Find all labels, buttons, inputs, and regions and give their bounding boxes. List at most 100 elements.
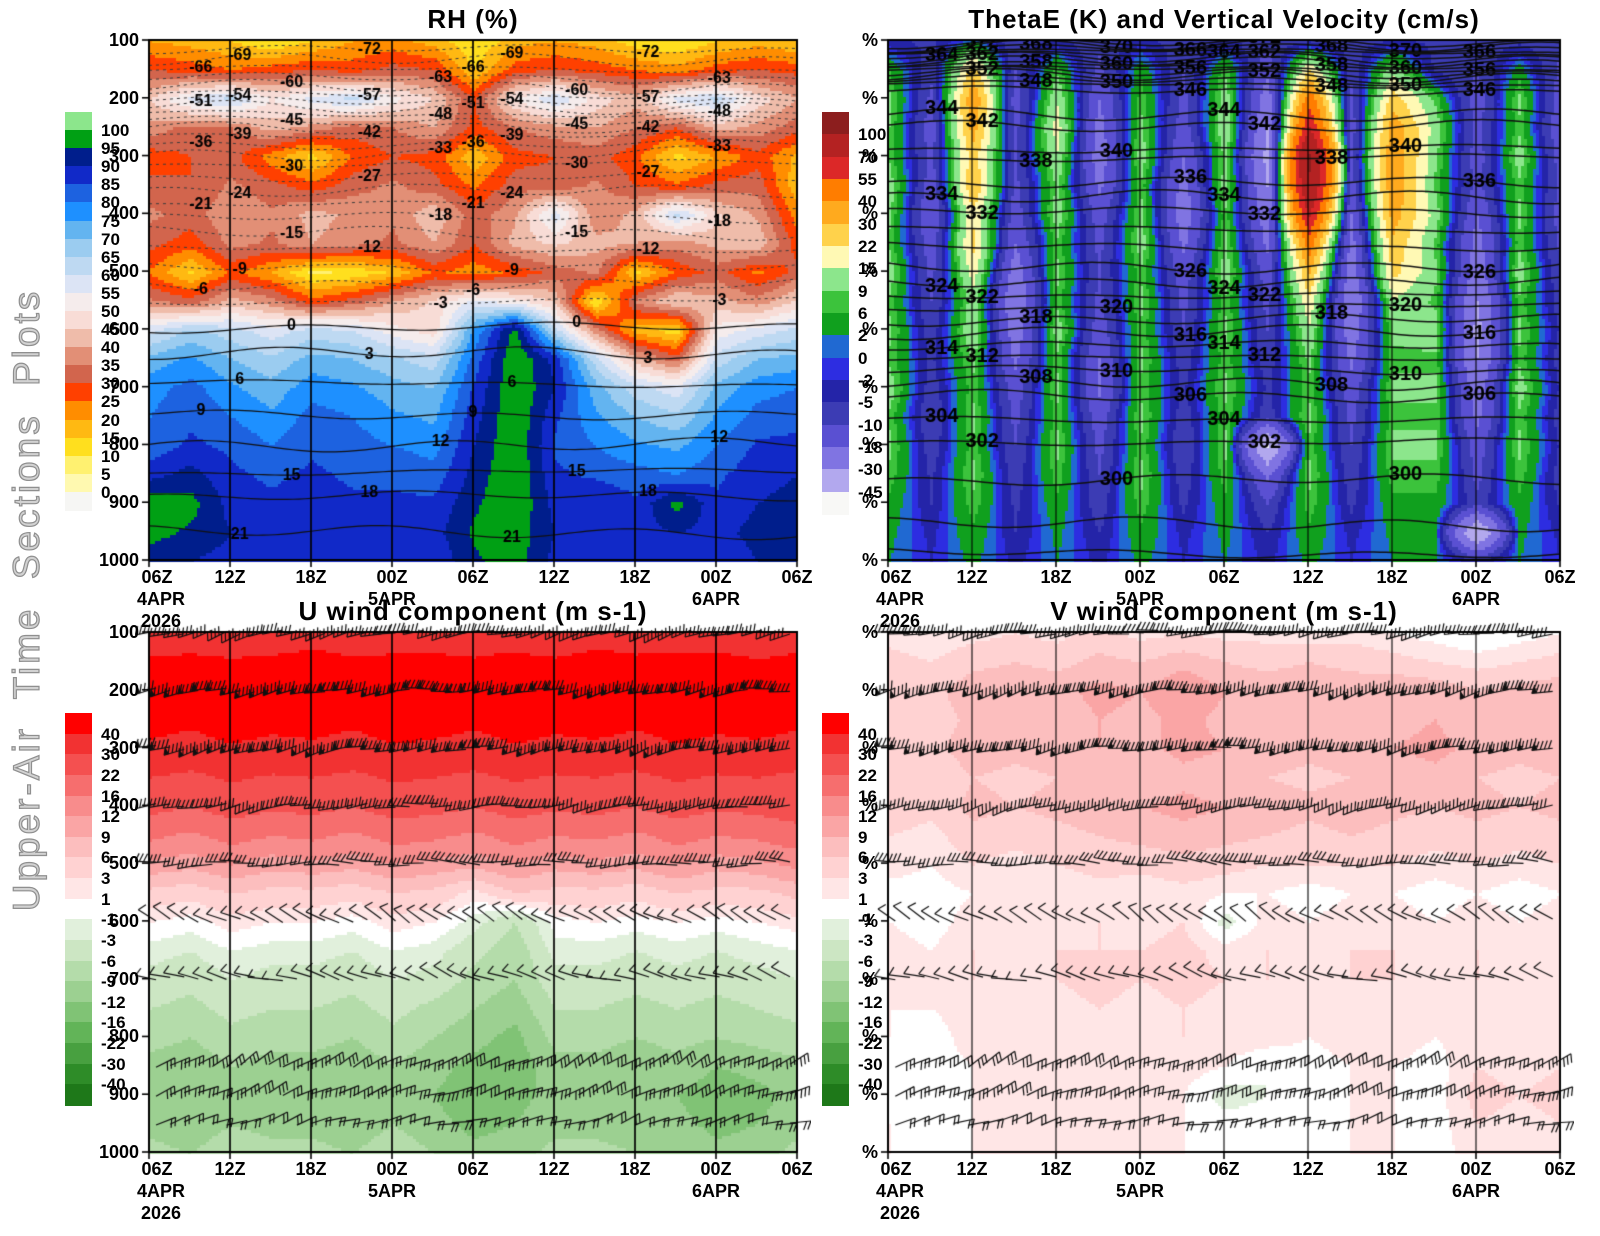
- percent-tick-label: %: [861, 1026, 878, 1047]
- pressure-tick-label: 700: [108, 376, 139, 397]
- colorbar-label: 55: [101, 283, 120, 303]
- colorbar-swatch: [822, 919, 849, 941]
- colorbar-swatch: [822, 713, 849, 735]
- percent-tick-label: %: [861, 795, 878, 816]
- colorbar-swatch: [65, 919, 92, 941]
- time-tick-label: 00Z: [1460, 1159, 1492, 1179]
- colorbar-swatch: [822, 1084, 849, 1106]
- percent-tick-label: %: [861, 30, 878, 50]
- colorbar-swatch: [65, 383, 92, 403]
- colorbar-swatch: [822, 857, 849, 879]
- time-tick-label: 00Z: [376, 1159, 408, 1179]
- colorbar-label: 45: [101, 320, 120, 340]
- colorbar-swatch: [822, 898, 849, 920]
- pressure-tick-label: 700: [108, 968, 139, 989]
- colorbar-swatch: [65, 939, 92, 962]
- colorbar-label: 12: [101, 807, 120, 827]
- pressure-tick-label: 900: [108, 492, 139, 513]
- colorbar-label: 0: [101, 482, 111, 502]
- percent-tick-label: %: [861, 622, 878, 642]
- colorbar-label: 16: [101, 786, 120, 806]
- colorbar-swatch: [65, 816, 92, 838]
- colorbar-swatch: [822, 112, 849, 135]
- colorbar-swatch: [65, 148, 92, 167]
- pressure-tick-label: 800: [108, 1026, 139, 1047]
- colorbar-swatch: [65, 455, 92, 475]
- date-label: 2026: [140, 1203, 182, 1223]
- percent-tick-label: %: [861, 318, 878, 339]
- pressure-tick-label: 800: [108, 434, 139, 455]
- colorbar-label: 16: [858, 786, 877, 806]
- colorbar-label: -5: [858, 393, 874, 413]
- time-tick-label: 12Z: [214, 1159, 246, 1179]
- colorbar-swatch: [65, 130, 92, 149]
- time-tick-label: 06Z: [457, 567, 489, 587]
- pressure-tick-label: 500: [108, 261, 139, 282]
- colorbar-swatch: [65, 256, 92, 276]
- percent-tick-label: %: [861, 376, 878, 397]
- colorbar-swatch: [822, 939, 849, 962]
- colorbar-swatch: [822, 290, 849, 314]
- time-tick-label: 06Z: [141, 1159, 173, 1179]
- colorbar-label: -30: [858, 1054, 883, 1074]
- colorbar-label: -1: [858, 910, 874, 930]
- colorbar-swatch: [65, 713, 92, 735]
- colorbar-label: -16: [858, 1013, 883, 1033]
- colorbar-label: 85: [101, 175, 120, 195]
- colorbar-swatch: [822, 816, 849, 838]
- date-label: 2026: [879, 1203, 921, 1223]
- colorbar-label: 6: [858, 848, 868, 868]
- date-label: 6APR: [1451, 1181, 1500, 1201]
- colorbar-swatch: [822, 1063, 849, 1085]
- date-label: 4APR: [875, 589, 924, 609]
- page-title: Upper-Air Time Sections Plots: [5, 288, 47, 912]
- colorbar-label: 9: [858, 827, 868, 847]
- percent-tick-label: %: [861, 1142, 878, 1162]
- colorbar-label: 30: [101, 745, 120, 765]
- date-label: 4APR: [875, 1181, 924, 1201]
- colorbar-label: 15: [858, 259, 877, 279]
- colorbar-swatch: [822, 268, 849, 292]
- time-tick-label: 00Z: [1460, 567, 1492, 587]
- pressure-tick-label: 100: [108, 30, 139, 50]
- colorbar-swatch: [65, 754, 92, 776]
- colorbar-label: 9: [858, 281, 868, 301]
- pressure-tick-label: 600: [108, 910, 139, 931]
- percent-tick-label: %: [861, 968, 878, 989]
- time-tick-label: 18Z: [619, 567, 651, 587]
- colorbar-label: 70: [101, 229, 120, 249]
- time-tick-label: 12Z: [538, 1159, 570, 1179]
- colorbar-label: 22: [101, 765, 120, 785]
- colorbar-label: -40: [101, 1075, 126, 1095]
- colorbar-swatch: [65, 419, 92, 439]
- colorbar-label: 50: [101, 302, 120, 321]
- colorbar-swatch: [65, 836, 92, 858]
- colorbar-label: 35: [101, 356, 120, 376]
- u-wind-plot-canvas: [135, 618, 811, 1166]
- time-tick-label: 12Z: [538, 567, 570, 587]
- colorbar-label: 10: [101, 446, 120, 466]
- percent-tick-label: %: [861, 853, 878, 874]
- date-label: 2026: [140, 611, 182, 631]
- date-label: 6APR: [691, 1181, 740, 1201]
- colorbar-label: 60: [101, 265, 120, 285]
- colorbar-swatch: [65, 220, 92, 240]
- colorbar-label: -30: [101, 1054, 126, 1074]
- colorbar-label: 40: [858, 192, 877, 212]
- colorbar-label: 25: [101, 392, 120, 412]
- colorbar-swatch: [822, 491, 849, 515]
- date-label: 5APR: [1115, 589, 1164, 609]
- colorbar-label: 80: [101, 193, 120, 213]
- colorbar-swatch: [822, 402, 849, 426]
- colorbar-label: 30: [858, 745, 877, 765]
- colorbar-swatch: [822, 733, 849, 755]
- date-label: 5APR: [367, 589, 416, 609]
- pressure-tick-label: 100: [108, 622, 139, 642]
- colorbar-swatch: [822, 795, 849, 817]
- colorbar-swatch: [65, 1063, 92, 1085]
- colorbar-swatch: [822, 836, 849, 858]
- colorbar-swatch: [822, 313, 849, 336]
- time-tick-label: 18Z: [295, 1159, 327, 1179]
- colorbar-label: 70: [858, 147, 877, 167]
- time-tick-label: 18Z: [295, 567, 327, 587]
